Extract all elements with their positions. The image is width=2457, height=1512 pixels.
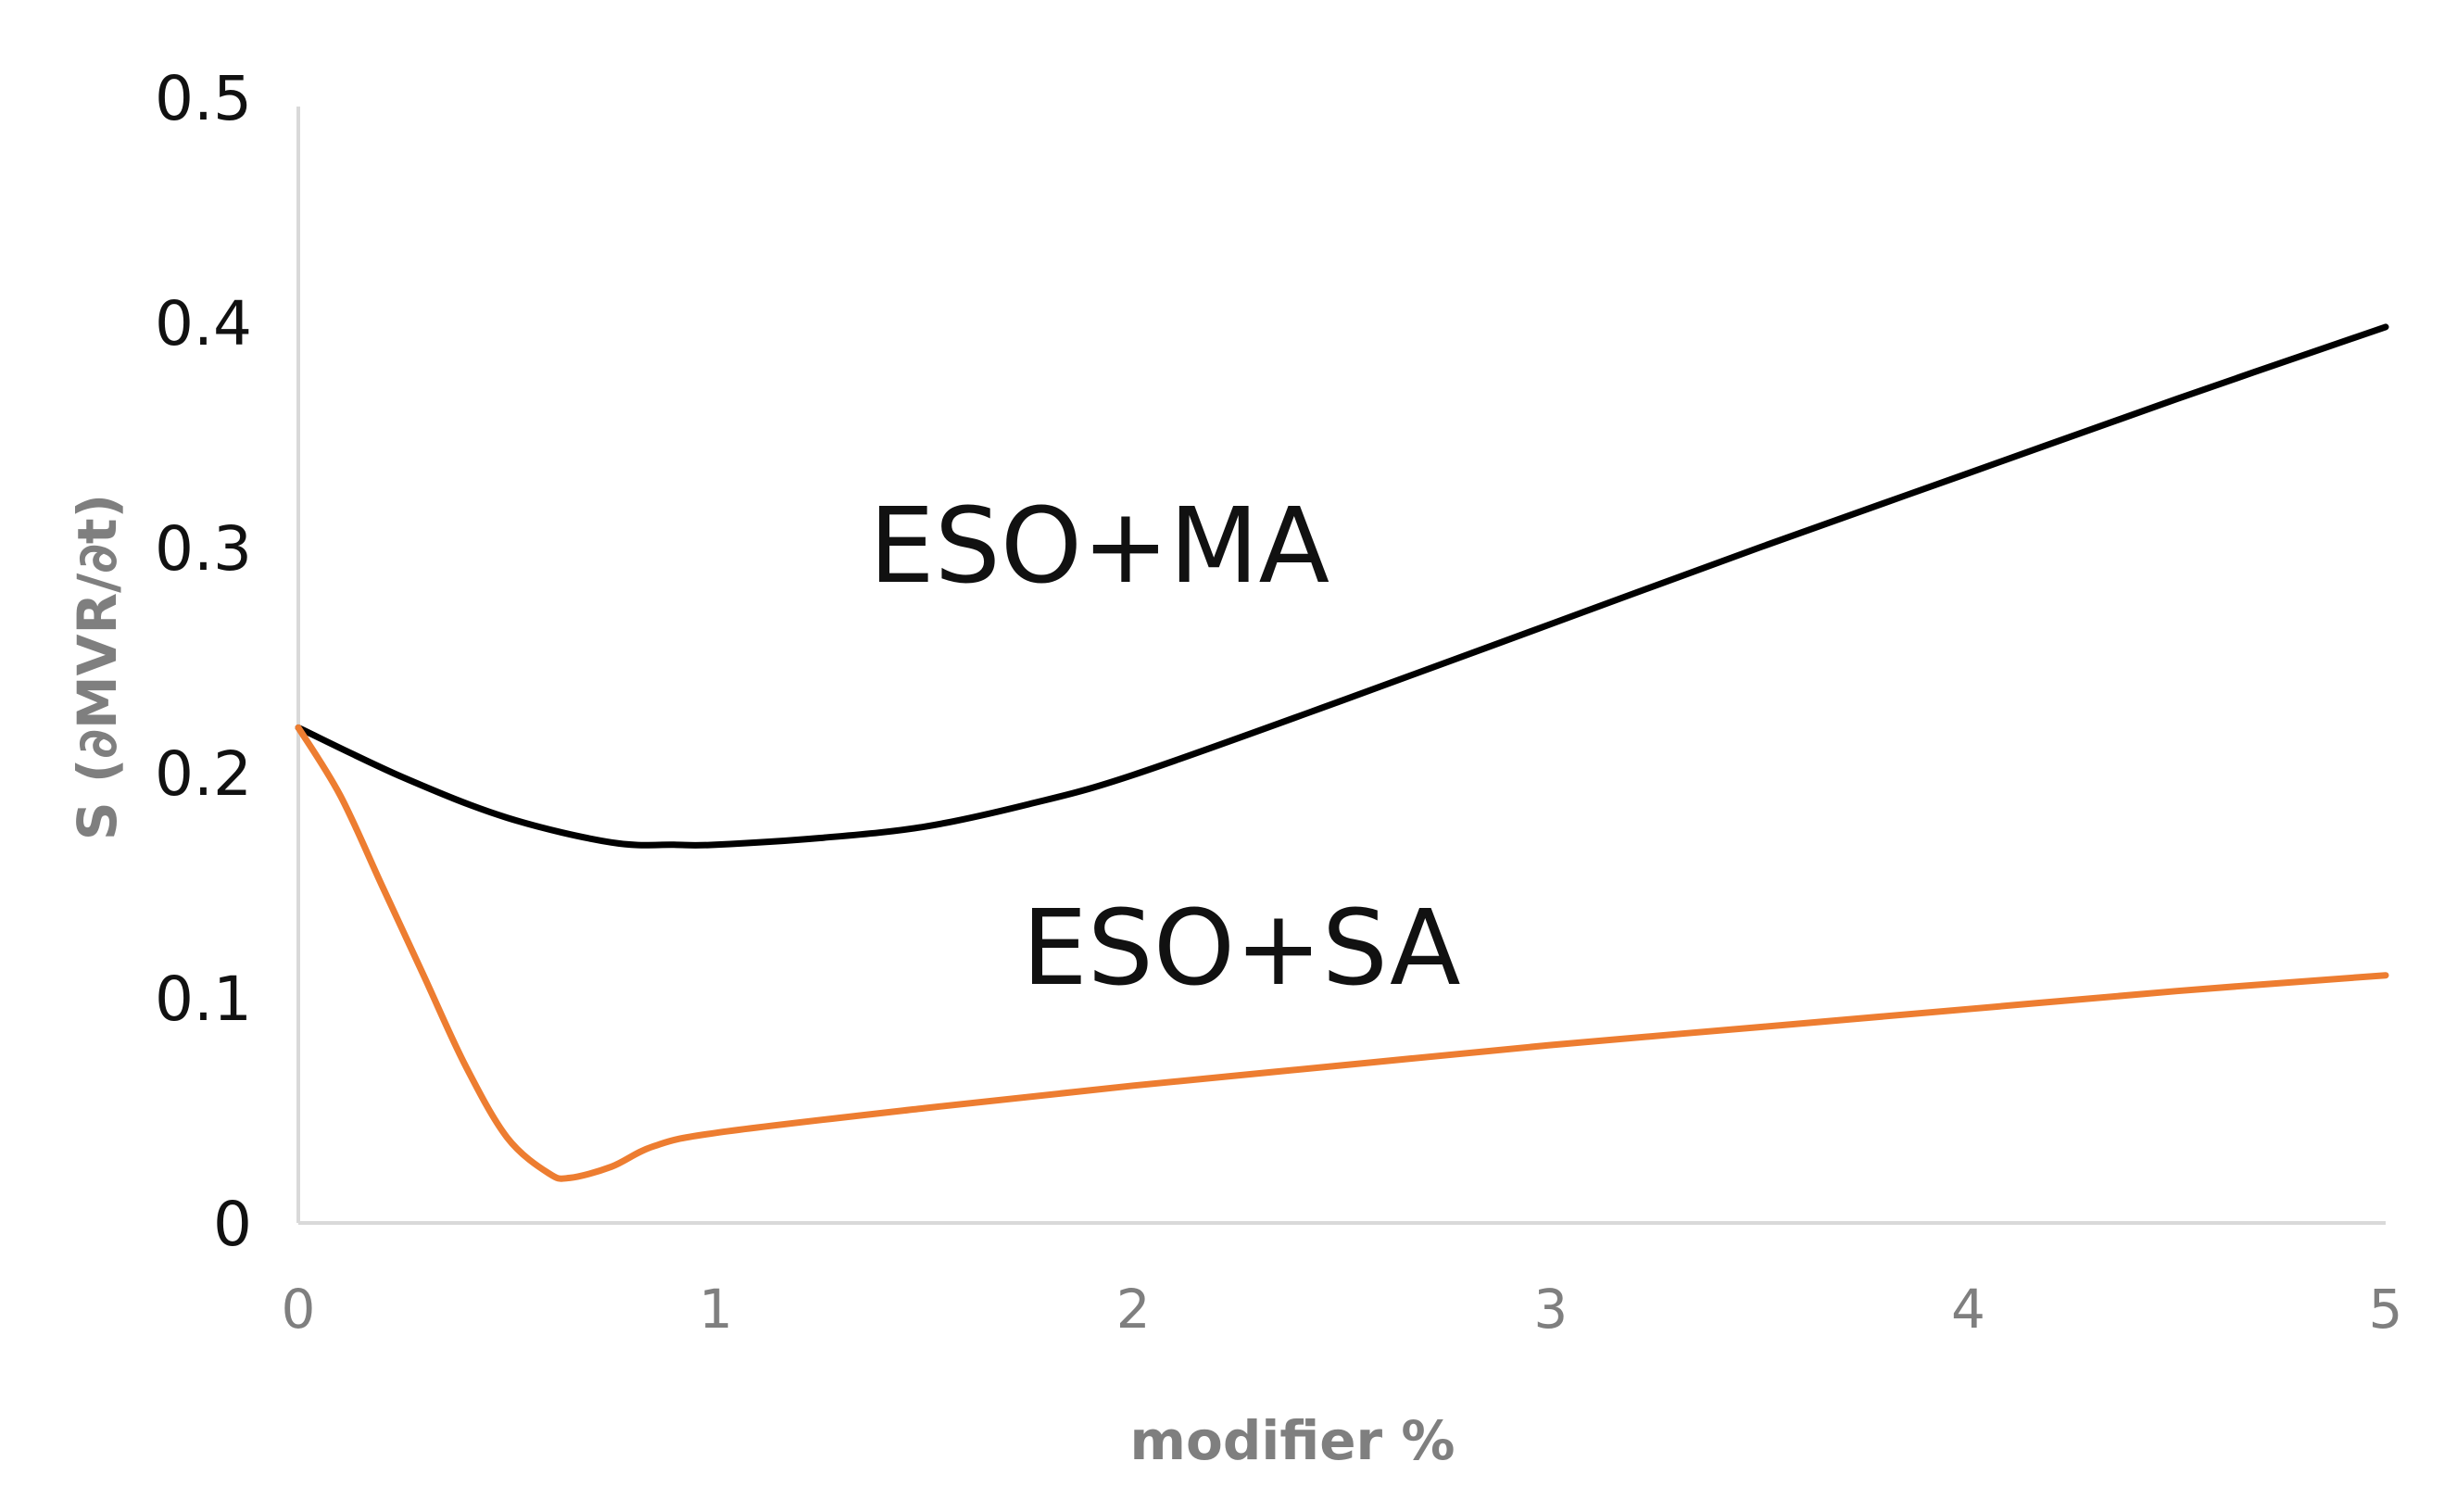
annotation-eso-ma: ESO+MA (869, 486, 1329, 607)
y-tick-label: 0.4 (155, 288, 252, 359)
x-tick-label: 4 (1951, 1278, 1985, 1341)
x-tick-label: 1 (699, 1278, 733, 1341)
y-tick-label: 0.5 (155, 63, 252, 134)
x-tick-labels: 0 1 2 3 4 5 (282, 1278, 2403, 1341)
y-tick-labels: 0 0.1 0.2 0.3 0.4 0.5 (155, 63, 252, 1260)
y-axis-title: S (∂MVR/∂t) (66, 494, 129, 840)
x-tick-label: 5 (2369, 1278, 2403, 1341)
y-tick-label: 0.1 (155, 964, 252, 1035)
annotation-eso-sa: ESO+SA (1022, 888, 1461, 1009)
x-tick-label: 3 (1533, 1278, 1568, 1341)
y-tick-label: 0.3 (155, 513, 252, 585)
x-tick-label: 2 (1116, 1278, 1151, 1341)
y-tick-label: 0.2 (155, 738, 252, 810)
x-tick-label: 0 (282, 1278, 316, 1341)
series-line-eso-ma (295, 323, 2389, 849)
y-tick-label: 0 (213, 1189, 252, 1260)
x-axis-title: modifier % (1130, 1409, 1455, 1472)
series-line-eso-sa (295, 724, 2389, 1182)
series-lines (295, 323, 2389, 1182)
